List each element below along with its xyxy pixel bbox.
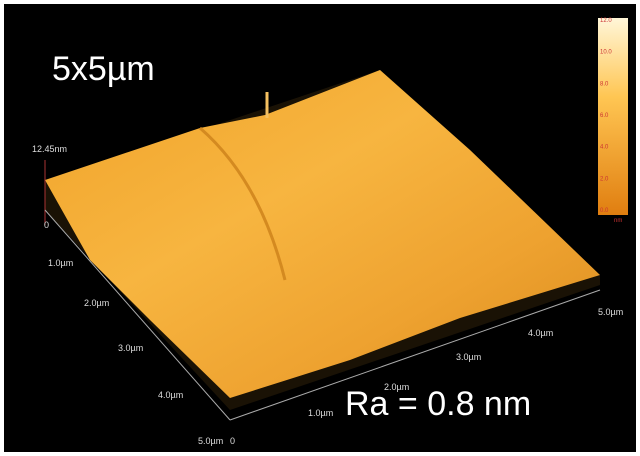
left-axis-label: 2.0µm <box>84 298 109 308</box>
right-axis-label: 4.0µm <box>528 328 553 338</box>
left-axis-label: 1.0µm <box>48 258 73 268</box>
left-axis-label: 3.0µm <box>118 343 143 353</box>
roughness: Ra = 0.8 nm <box>345 385 531 423</box>
afm-figure: 5x5µm Ra = 0.8 nm 12.45nm nm 0 1.0µm 2.0µm… <box>0 0 640 456</box>
right-axis-label: 3.0µm <box>456 352 481 362</box>
colorbar-tick-label: 8.0 <box>600 81 609 87</box>
left-axis-label: 4.0µm <box>158 390 183 400</box>
right-axis-label: 5.0µm <box>598 307 623 317</box>
colorbar-tick-label: 6.0 <box>600 113 609 119</box>
left-axis-label: 0 <box>44 220 49 230</box>
colorbar-tick-label: 0.0 <box>600 208 609 214</box>
right-axis-label: 0 <box>230 436 235 446</box>
colorbar-tick-label: 12.0 <box>600 18 612 24</box>
colorbar-tick-label: 10.0 <box>600 50 612 56</box>
right-axis-label: 1.0µm <box>308 408 333 418</box>
colorbar-unit: nm <box>614 218 622 224</box>
colorbar-tick-label: 4.0 <box>600 145 609 151</box>
scan-size: 5x5µm <box>52 50 155 88</box>
colorbar-tick-label: 2.0 <box>600 176 609 182</box>
z-label: 12.45nm <box>32 144 67 154</box>
right-axis-label: 2.0µm <box>384 382 409 392</box>
left-axis-label: 5.0µm <box>198 436 223 446</box>
